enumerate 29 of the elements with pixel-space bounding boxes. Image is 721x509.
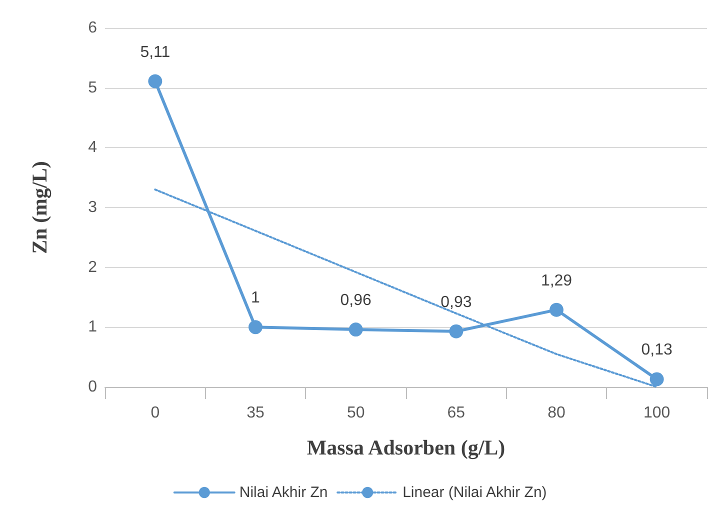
y-axis-title: Zn (mg/L) — [28, 161, 52, 254]
point — [449, 324, 464, 338]
y-tick-label: 3 — [88, 199, 98, 216]
legend-label: Nilai Akhir Zn — [239, 484, 328, 501]
x-tick-label: 100 — [643, 404, 670, 422]
data-label: 0,13 — [641, 342, 673, 359]
point — [148, 74, 162, 88]
x-tick-label: 80 — [548, 404, 566, 422]
y-tick-label: 6 — [88, 20, 98, 36]
y-tick-label: 0 — [88, 378, 98, 396]
data-label: 0,93 — [440, 294, 472, 311]
point — [550, 302, 564, 317]
y-tick-label: 5 — [88, 79, 98, 96]
x-tick-label: 35 — [246, 404, 264, 422]
x-tick-label: 0 — [150, 404, 160, 422]
x-tick-label: 65 — [447, 404, 466, 422]
x-tick-label: 50 — [346, 404, 365, 422]
point — [248, 320, 262, 334]
data-label: 1 — [251, 290, 260, 307]
y-tick-label: 1 — [88, 318, 98, 336]
data-label: 5,11 — [140, 44, 170, 61]
y-tick-label: 2 — [88, 258, 98, 276]
x-axis-title: Massa Adsorben (g/L) — [306, 436, 506, 460]
point — [348, 322, 363, 337]
point — [650, 372, 664, 386]
legend-label: Linear (Nilai Akhir Zn) — [402, 484, 547, 501]
y-tick-label: 4 — [88, 139, 98, 156]
data-label: 0,96 — [340, 292, 372, 310]
data-label: 1,29 — [540, 272, 572, 290]
